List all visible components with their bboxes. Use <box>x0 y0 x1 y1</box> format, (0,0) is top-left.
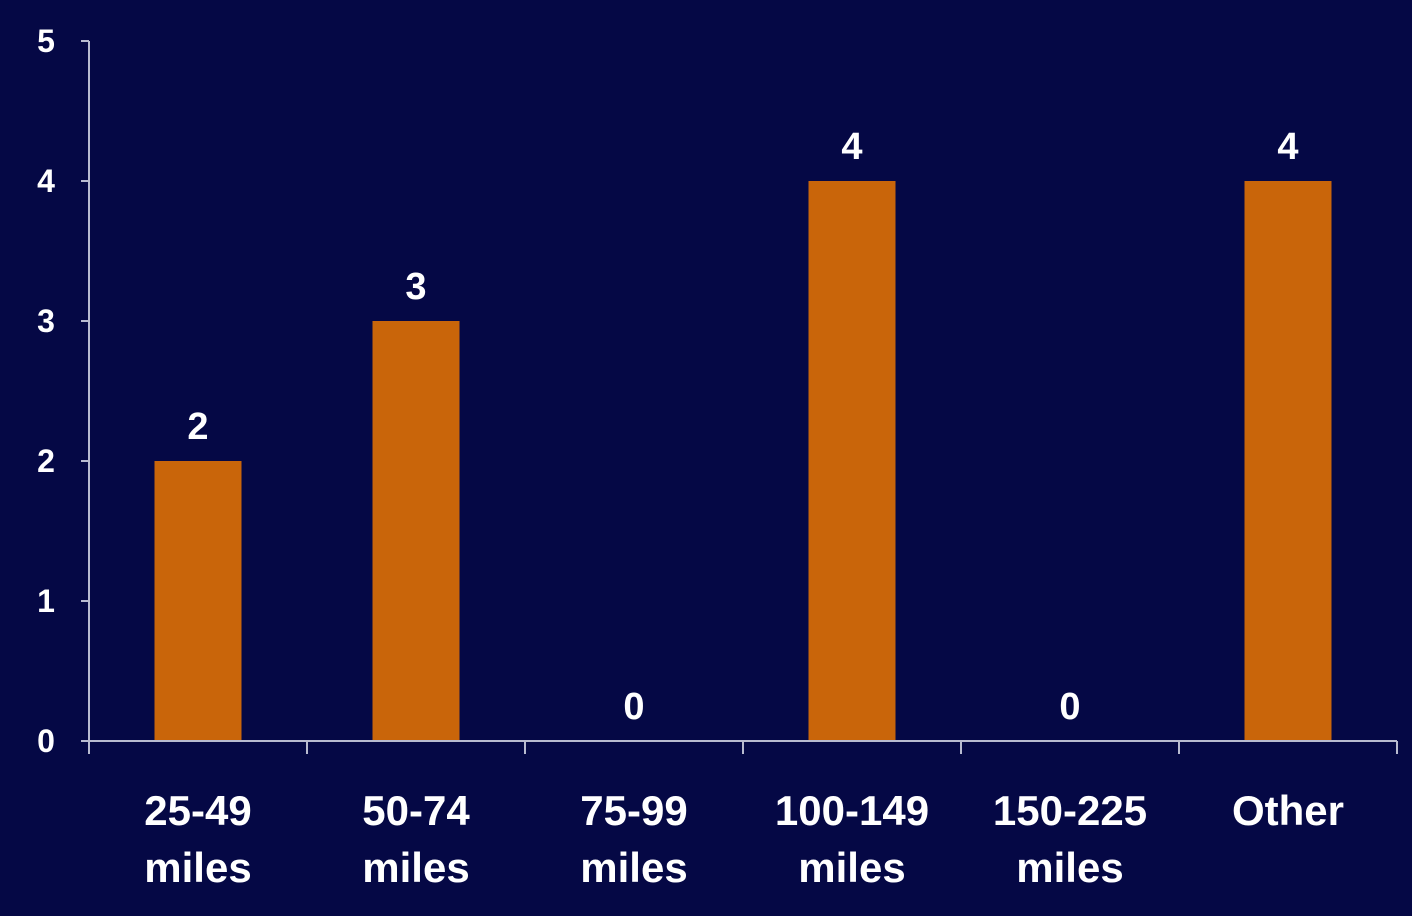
x-tick-label: miles <box>798 844 905 891</box>
x-tick-label: miles <box>362 844 469 891</box>
bar <box>1244 181 1332 741</box>
x-tick-label: 50-74 <box>362 787 470 834</box>
y-tick-label: 3 <box>37 303 55 339</box>
x-tick-label: miles <box>1016 844 1123 891</box>
y-tick-label: 4 <box>37 163 55 199</box>
x-tick-label: 150-225 <box>993 787 1147 834</box>
x-tick-label: Other <box>1232 787 1344 834</box>
y-tick-label: 1 <box>37 583 55 619</box>
data-label: 2 <box>187 406 208 448</box>
data-label: 4 <box>841 126 862 168</box>
data-label: 3 <box>405 266 426 308</box>
x-tick-label: 100-149 <box>775 787 929 834</box>
x-tick-label: miles <box>144 844 251 891</box>
data-label: 4 <box>1277 126 1298 168</box>
y-tick-label: 5 <box>37 23 55 59</box>
bar <box>808 181 896 741</box>
y-tick-label: 2 <box>37 443 55 479</box>
y-tick-label: 0 <box>37 723 55 759</box>
x-tick-label: miles <box>580 844 687 891</box>
bar <box>372 321 460 741</box>
data-label: 0 <box>1059 686 1080 728</box>
data-label: 0 <box>623 686 644 728</box>
x-tick-label: 75-99 <box>580 787 687 834</box>
bars-layer <box>154 181 1332 741</box>
labels-layer: 0 1 2 3 4 5 2 25-49 miles 3 50-74 miles 0 75-99 miles 4… <box>37 23 1344 891</box>
x-tick-label: 25-49 <box>144 787 251 834</box>
axis-layer <box>81 40 1398 754</box>
bar <box>154 461 242 741</box>
